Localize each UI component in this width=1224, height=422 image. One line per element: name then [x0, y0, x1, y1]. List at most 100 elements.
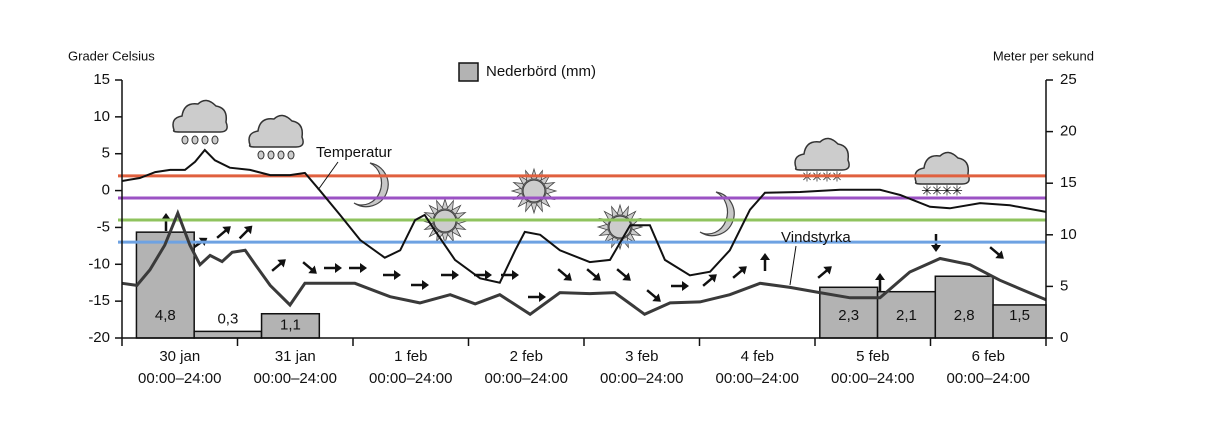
- precipitation-bar: [260, 312, 321, 339]
- wind-arrow: [671, 281, 689, 291]
- y-tick-label: -15: [88, 292, 110, 309]
- bar-value-label: 2,1: [896, 307, 917, 324]
- wind-arrow-shaft: [817, 268, 829, 279]
- sun-ray: [530, 167, 538, 180]
- sun-ray: [539, 174, 551, 186]
- sun-ray: [525, 200, 533, 213]
- wind-arrow: [875, 273, 885, 291]
- raindrop: [287, 150, 295, 160]
- wind-arrow: [586, 268, 601, 281]
- sun-ray: [423, 212, 436, 220]
- wind-arrow: [238, 225, 253, 240]
- series-annotation: Vindstyrka: [781, 229, 851, 246]
- sun-ray: [446, 230, 454, 243]
- wind-arrow-head: [335, 263, 342, 273]
- sun-ray: [512, 182, 525, 190]
- sun-ray: [428, 226, 440, 238]
- wind-arrow-shaft: [586, 268, 598, 279]
- wind-arrow-head: [995, 250, 1004, 259]
- weather-icons: ✳✳✳✳✳✳✳✳: [145, 99, 1004, 302]
- wind-arrow-shaft: [557, 268, 569, 279]
- wind-arrow-head: [708, 274, 717, 283]
- cloud-shape: [914, 151, 970, 185]
- wind-arrow-head: [277, 259, 286, 268]
- y2-tick-label: 5: [1060, 277, 1068, 294]
- x-tick-label: 3 feb: [625, 348, 658, 365]
- y2-tick-label: 10: [1060, 226, 1077, 243]
- sun-ray: [625, 210, 637, 222]
- wind-arrow: [616, 268, 631, 281]
- x-tick-sublabel: 00:00–24:00: [831, 370, 914, 387]
- x-tick-sublabel: 00:00–24:00: [947, 370, 1030, 387]
- annotation-leader: [789, 245, 797, 286]
- x-tick-sublabel: 00:00–24:00: [369, 370, 452, 387]
- sun-ray: [530, 202, 538, 215]
- wind-arrow-shaft: [732, 268, 744, 279]
- y-tick-label: 5: [102, 145, 110, 162]
- sun-ray: [543, 182, 556, 190]
- snowflake: ✳: [921, 183, 933, 199]
- wind-arrow-head: [931, 245, 941, 252]
- x-tick-sublabel: 00:00–24:00: [138, 370, 221, 387]
- wind-arrow: [349, 263, 367, 273]
- bar-value-label: 2,8: [954, 307, 975, 324]
- y2-tick-label: 20: [1060, 123, 1077, 140]
- wind-arrow-shaft: [646, 289, 658, 300]
- y-tick-label: 10: [93, 108, 110, 125]
- x-tick-sublabel: 00:00–24:00: [716, 370, 799, 387]
- y2-tick-label: 15: [1060, 174, 1077, 191]
- cloud-shape: [794, 137, 850, 171]
- moon-icon: [353, 162, 389, 208]
- sun-ray: [517, 196, 529, 208]
- y-axis-label: Grader Celsius: [68, 48, 155, 63]
- rain-cloud-icon: [172, 99, 228, 145]
- sun-ray: [446, 199, 454, 212]
- wind-arrow-shaft: [702, 276, 714, 287]
- y2-tick-label: 25: [1060, 71, 1077, 88]
- bar-value-label: 4,8: [155, 307, 176, 324]
- raindrop: [211, 135, 219, 145]
- wind-arrow-shaft: [989, 246, 1001, 257]
- sun-ray: [603, 232, 615, 244]
- y-tick-label: -20: [88, 329, 110, 346]
- wind-arrow: [161, 213, 171, 231]
- sun-ray: [428, 204, 440, 216]
- sun-ray: [616, 203, 624, 216]
- wind-arrow-head: [394, 270, 401, 280]
- sun-ray: [450, 204, 462, 216]
- wind-arrow-head: [222, 226, 231, 235]
- wind-arrow: [302, 261, 317, 274]
- cloud-shape: [248, 114, 304, 148]
- wind-arrow-head: [823, 266, 832, 275]
- sun-ray: [535, 200, 543, 213]
- raindrop: [267, 150, 275, 160]
- x-tick-sublabel: 00:00–24:00: [254, 370, 337, 387]
- raindrop: [257, 150, 265, 160]
- raindrop: [201, 135, 209, 145]
- sun-ray: [441, 232, 449, 245]
- wind-arrow: [383, 270, 401, 280]
- raindrop: [277, 150, 285, 160]
- wind-arrow: [271, 259, 286, 272]
- sun-ray: [598, 228, 611, 236]
- wind-arrow-shaft: [271, 261, 283, 272]
- series-annotation: Temperatur: [316, 144, 392, 161]
- x-tick-label: 30 jan: [159, 348, 200, 365]
- x-tick-sublabel: 00:00–24:00: [600, 370, 683, 387]
- sun-ray: [441, 197, 449, 210]
- legend-swatch: [458, 62, 479, 82]
- precipitation-bar: [193, 330, 263, 339]
- y2-axis-label: Meter per sekund: [993, 48, 1094, 63]
- sun-ray: [539, 196, 551, 208]
- legend-label: Nederbörd (mm): [486, 63, 596, 80]
- wind-arrow-shaft: [616, 268, 628, 279]
- snowflake: ✳: [951, 183, 963, 199]
- x-tick-label: 4 feb: [741, 348, 774, 365]
- wind-arrow-shaft: [302, 261, 314, 272]
- raindrop: [191, 135, 199, 145]
- wind-arrow-head: [592, 272, 601, 281]
- moon-icon: [699, 191, 735, 237]
- annotation-leader: [317, 161, 339, 191]
- y-tick-label: 15: [93, 71, 110, 88]
